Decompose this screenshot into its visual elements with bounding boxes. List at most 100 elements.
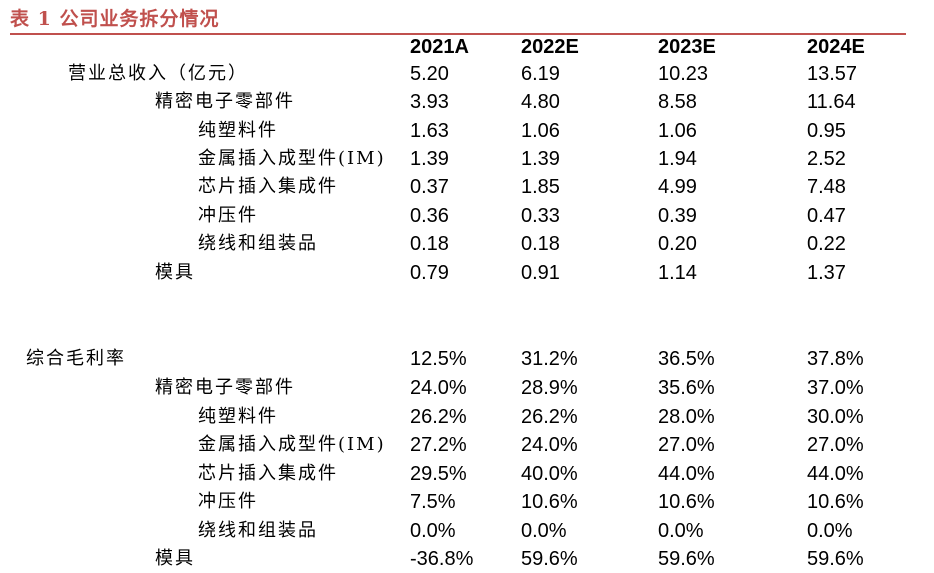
column-header-2023e: 2023E xyxy=(658,36,716,58)
cell-2021a: 29.5% xyxy=(410,463,467,485)
cell-2022e: 40.0% xyxy=(521,463,578,485)
cell-2024e: 0.95 xyxy=(807,120,846,142)
cell-2024e: 27.0% xyxy=(807,434,864,456)
cell-2022e: 4.80 xyxy=(521,91,560,113)
row-label: 芯片插入集成件 xyxy=(198,176,338,197)
cell-2021a: 1.63 xyxy=(410,120,449,142)
cell-2023e: 59.6% xyxy=(658,548,715,570)
title-divider xyxy=(10,33,906,35)
cell-2021a: 27.2% xyxy=(410,434,467,456)
cell-2021a: -36.8% xyxy=(410,548,474,570)
table-row-insert-molding: 金属插入成型件(IM) 1.39 1.39 1.94 2.52 xyxy=(0,145,934,173)
cell-2021a: 7.5% xyxy=(410,491,456,513)
cell-2022e: 24.0% xyxy=(521,434,578,456)
cell-2024e: 37.8% xyxy=(807,348,864,370)
cell-2023e: 10.23 xyxy=(658,63,709,85)
cell-2023e: 4.99 xyxy=(658,176,697,198)
cell-2022e: 1.85 xyxy=(521,176,560,198)
cell-2021a: 1.39 xyxy=(410,148,449,170)
table-row-stamping: 冲压件 0.36 0.33 0.39 0.47 xyxy=(0,202,934,230)
row-label: 纯塑料件 xyxy=(198,406,278,427)
cell-2022e: 26.2% xyxy=(521,406,578,428)
cell-2024e: 30.0% xyxy=(807,406,864,428)
cell-2022e: 0.0% xyxy=(521,520,567,542)
cell-2024e: 7.48 xyxy=(807,176,846,198)
cell-2024e: 11.64 xyxy=(807,91,856,113)
cell-2023e: 28.0% xyxy=(658,406,715,428)
cell-2024e: 10.6% xyxy=(807,491,864,513)
cell-2021a: 0.79 xyxy=(410,262,449,284)
cell-2022e: 28.9% xyxy=(521,377,578,399)
row-label: 金属插入成型件(IM) xyxy=(198,148,386,169)
table-row-molds: 模具 0.79 0.91 1.14 1.37 xyxy=(0,259,934,287)
table-row-molds-margin: 模具 -36.8% 59.6% 59.6% 59.6% xyxy=(0,545,934,573)
table-row-winding-assembly: 绕线和组装品 0.18 0.18 0.20 0.22 xyxy=(0,230,934,258)
cell-2021a: 5.20 xyxy=(410,63,449,85)
cell-2023e: 36.5% xyxy=(658,348,715,370)
cell-2024e: 0.0% xyxy=(807,520,853,542)
cell-2024e: 59.6% xyxy=(807,548,864,570)
row-label: 模具 xyxy=(155,262,195,283)
row-label: 绕线和组装品 xyxy=(198,520,318,541)
cell-2023e: 27.0% xyxy=(658,434,715,456)
table-row-plastic-parts-margin: 纯塑料件 26.2% 26.2% 28.0% 30.0% xyxy=(0,403,934,431)
cell-2024e: 2.52 xyxy=(807,148,846,170)
row-label: 绕线和组装品 xyxy=(198,233,318,254)
cell-2023e: 0.0% xyxy=(658,520,704,542)
cell-2024e: 0.47 xyxy=(807,205,846,227)
cell-2022e: 1.06 xyxy=(521,120,560,142)
table-row-precision-components: 精密电子零部件 3.93 4.80 8.58 11.64 xyxy=(0,88,934,116)
cell-2021a: 0.37 xyxy=(410,176,449,198)
cell-2024e: 1.37 xyxy=(807,262,846,284)
row-label: 纯塑料件 xyxy=(198,120,278,141)
table-row-plastic-parts: 纯塑料件 1.63 1.06 1.06 0.95 xyxy=(0,117,934,145)
cell-2023e: 0.20 xyxy=(658,233,697,255)
table-row-precision-components-margin: 精密电子零部件 24.0% 28.9% 35.6% 37.0% xyxy=(0,374,934,402)
table-row-stamping-margin: 冲压件 7.5% 10.6% 10.6% 10.6% xyxy=(0,488,934,516)
cell-2021a: 0.36 xyxy=(410,205,449,227)
column-header-2022e: 2022E xyxy=(521,36,579,58)
row-label: 营业总收入（亿元） xyxy=(68,63,248,84)
table-row-winding-assembly-margin: 绕线和组装品 0.0% 0.0% 0.0% 0.0% xyxy=(0,517,934,545)
row-label: 模具 xyxy=(155,548,195,569)
cell-2021a: 12.5% xyxy=(410,348,467,370)
table-title: 表 1 公司业务拆分情况 xyxy=(10,8,220,30)
table-row-chip-insert-margin: 芯片插入集成件 29.5% 40.0% 44.0% 44.0% xyxy=(0,460,934,488)
row-label: 芯片插入集成件 xyxy=(198,463,338,484)
table-row-gross-margin: 综合毛利率 12.5% 31.2% 36.5% 37.8% xyxy=(0,345,934,373)
cell-2022e: 10.6% xyxy=(521,491,578,513)
cell-2022e: 1.39 xyxy=(521,148,560,170)
cell-2022e: 0.33 xyxy=(521,205,560,227)
cell-2024e: 0.22 xyxy=(807,233,846,255)
cell-2022e: 0.91 xyxy=(521,262,560,284)
cell-2023e: 0.39 xyxy=(658,205,697,227)
cell-2023e: 1.14 xyxy=(658,262,697,284)
row-label: 冲压件 xyxy=(198,205,258,226)
row-label: 冲压件 xyxy=(198,491,258,512)
row-label: 金属插入成型件(IM) xyxy=(198,434,386,455)
row-label: 精密电子零部件 xyxy=(155,377,295,398)
cell-2024e: 13.57 xyxy=(807,63,858,85)
cell-2021a: 3.93 xyxy=(410,91,449,113)
cell-2024e: 44.0% xyxy=(807,463,864,485)
cell-2022e: 31.2% xyxy=(521,348,578,370)
cell-2022e: 6.19 xyxy=(521,63,560,85)
cell-2021a: 24.0% xyxy=(410,377,467,399)
cell-2021a: 26.2% xyxy=(410,406,467,428)
cell-2023e: 35.6% xyxy=(658,377,715,399)
table-row-chip-insert: 芯片插入集成件 0.37 1.85 4.99 7.48 xyxy=(0,173,934,201)
table-row-insert-molding-margin: 金属插入成型件(IM) 27.2% 24.0% 27.0% 27.0% xyxy=(0,431,934,459)
cell-2021a: 0.0% xyxy=(410,520,456,542)
cell-2023e: 10.6% xyxy=(658,491,715,513)
cell-2023e: 44.0% xyxy=(658,463,715,485)
cell-2024e: 37.0% xyxy=(807,377,864,399)
cell-2022e: 59.6% xyxy=(521,548,578,570)
table-row-total-revenue: 营业总收入（亿元） 5.20 6.19 10.23 13.57 xyxy=(0,60,934,88)
cell-2023e: 8.58 xyxy=(658,91,697,113)
row-label: 精密电子零部件 xyxy=(155,91,295,112)
cell-2021a: 0.18 xyxy=(410,233,449,255)
column-header-2021a: 2021A xyxy=(410,36,469,58)
cell-2023e: 1.06 xyxy=(658,120,697,142)
cell-2023e: 1.94 xyxy=(658,148,697,170)
row-label: 综合毛利率 xyxy=(26,348,126,369)
